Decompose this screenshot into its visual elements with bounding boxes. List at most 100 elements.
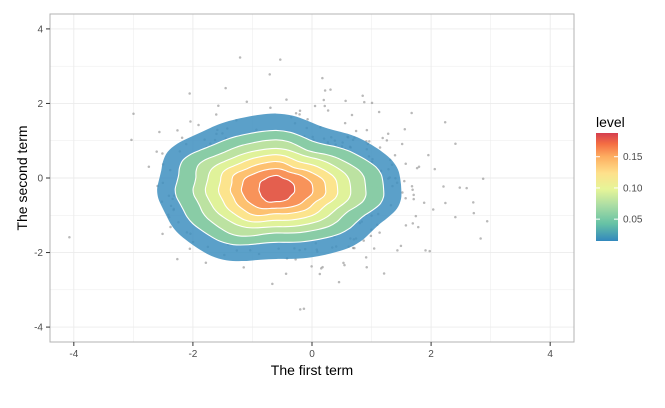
x-tick-label: 4 [547, 349, 553, 360]
scatter-point [422, 201, 426, 205]
scatter-point [161, 232, 164, 236]
scatter-point [369, 234, 373, 238]
y-axis-ticks: -4 -2 0 2 4 [34, 24, 50, 334]
scatter-point [214, 113, 218, 116]
scatter-point [329, 88, 332, 91]
scatter-point [298, 109, 302, 112]
scatter-point [321, 76, 324, 80]
scatter-point [350, 113, 354, 117]
scatter-point [188, 92, 191, 95]
scatter-point [404, 224, 408, 227]
scatter-point [188, 247, 192, 250]
scatter-point [189, 120, 192, 123]
scatter-point [427, 153, 430, 157]
scatter-point [433, 167, 437, 171]
scatter-point [299, 308, 302, 311]
y-tick-label: 4 [37, 24, 43, 35]
scatter-point [344, 99, 347, 103]
scatter-point [385, 139, 389, 142]
legend: level 0.05 0.10 0.15 [596, 114, 643, 241]
legend-tick-label: 0.10 [623, 183, 643, 194]
scatter-point [271, 282, 274, 286]
scatter-point [204, 261, 208, 264]
scatter-point [322, 98, 326, 102]
scatter-point [130, 138, 133, 142]
scatter-point [465, 186, 468, 190]
x-axis-ticks: -4 -2 0 2 4 [69, 342, 553, 360]
scatter-point [323, 89, 327, 92]
scatter-point [268, 73, 271, 76]
scatter-point [337, 280, 341, 284]
scatter-point [404, 162, 407, 165]
scatter-point [454, 215, 457, 219]
scatter-point [326, 109, 330, 112]
scatter-point [381, 136, 384, 140]
scatter-point [454, 142, 457, 146]
legend-ticks: 0.05 0.10 0.15 [596, 152, 643, 226]
scatter-point [444, 201, 447, 205]
scatter-point [176, 129, 179, 132]
scatter-point [417, 165, 421, 168]
scatter-point [412, 197, 415, 201]
y-tick-label: 0 [37, 174, 43, 185]
scatter-point [362, 239, 365, 242]
scatter-point [224, 86, 227, 90]
scatter-point [485, 219, 489, 223]
scatter-point [365, 265, 368, 269]
scatter-point [386, 132, 390, 135]
scatter-point [472, 211, 476, 215]
scatter-point [364, 256, 368, 259]
scatter-point [353, 246, 356, 250]
scatter-point [431, 208, 435, 211]
scatter-point [400, 142, 404, 146]
scatter-point [412, 193, 415, 197]
x-tick-label: -4 [69, 349, 78, 360]
scatter-point [393, 154, 397, 157]
scatter-point [294, 111, 298, 115]
scatter-point [180, 136, 184, 139]
scatter-point [442, 185, 445, 188]
scatter-point [313, 104, 317, 108]
legend-title: level [596, 114, 625, 130]
scatter-point [382, 272, 386, 275]
scatter-point [269, 106, 272, 109]
scatter-point [443, 120, 447, 124]
scatter-point [68, 235, 71, 239]
contour-layer [157, 113, 402, 262]
scatter-point [378, 146, 382, 149]
scatter-point [428, 249, 431, 253]
scatter-point [319, 267, 323, 270]
scatter-point [481, 177, 485, 181]
scatter-point [372, 247, 376, 250]
y-tick-label: -4 [34, 323, 43, 334]
scatter-point [343, 121, 347, 125]
scatter-point [285, 98, 288, 101]
scatter-point [472, 201, 475, 204]
scatter-point [318, 272, 322, 276]
scatter-point [323, 104, 327, 108]
legend-tick-label: 0.15 [623, 152, 643, 163]
scatter-point [414, 214, 418, 218]
scatter-point [343, 263, 346, 267]
scatter-point [284, 272, 288, 276]
scatter-point [399, 244, 403, 248]
scatter-point [161, 152, 164, 155]
scatter-point [197, 123, 200, 127]
y-tick-label: -2 [34, 248, 43, 259]
scatter-point [342, 261, 345, 265]
scatter-point [238, 56, 242, 59]
scatter-point [417, 225, 420, 229]
scatter-point [404, 196, 407, 200]
legend-colorbar [596, 133, 618, 241]
scatter-point [403, 128, 407, 131]
scatter-point [424, 249, 427, 252]
legend-tick-label: 0.05 [623, 215, 643, 226]
scatter-point [279, 58, 282, 61]
scatter-point [479, 237, 482, 240]
scatter-point [378, 231, 381, 234]
scatter-point [403, 179, 406, 183]
scatter-point [158, 130, 161, 134]
scatter-point [458, 186, 462, 189]
scatter-point [410, 185, 414, 188]
